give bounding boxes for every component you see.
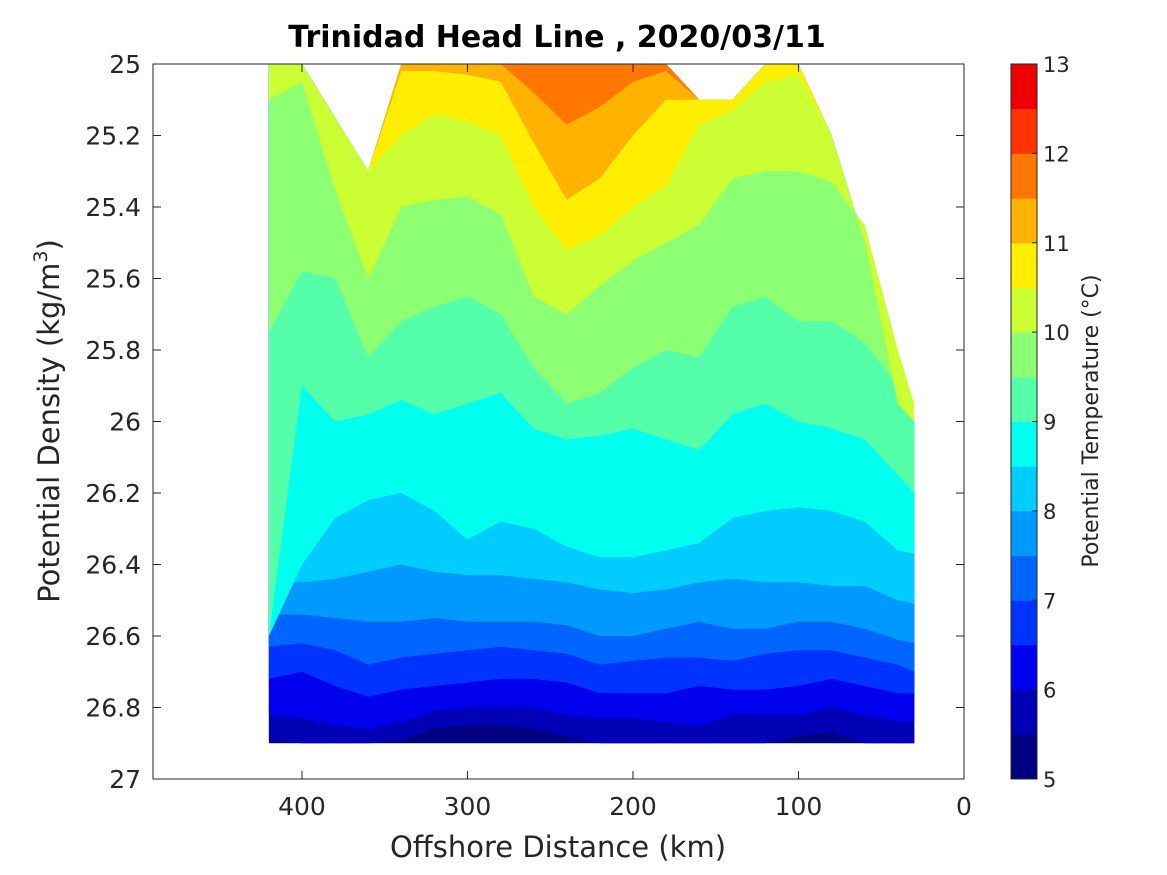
colorbar-tick-label: 7 <box>1043 589 1056 613</box>
colorbar-swatch <box>1011 108 1037 154</box>
y-tick-label: 26.2 <box>85 479 141 508</box>
y-axis-title: Potential Density (kg/m3) <box>30 239 66 603</box>
colorbar-tick-label: 12 <box>1043 142 1070 166</box>
y-axis-title-close: ) <box>32 239 66 250</box>
y-tick-label: 27 <box>109 765 141 794</box>
y-tick-label: 25 <box>109 50 141 79</box>
colorbar: 5 6 7 8 9 10 11 12 13 <box>1010 53 1070 792</box>
x-axis: 400 300 200 100 0 <box>278 64 972 821</box>
contour-band-above-10 <box>268 64 915 422</box>
colorbar-swatch <box>1011 600 1037 646</box>
chart-title: Trinidad Head Line , 2020/03/11 <box>288 20 825 55</box>
y-axis-title-superscript: 3 <box>30 250 52 262</box>
colorbar-swatch <box>1011 510 1037 557</box>
colorbar-tick-label: 13 <box>1043 53 1070 77</box>
x-tick-label: 100 <box>775 792 823 821</box>
colorbar-tick-label: 11 <box>1043 232 1070 256</box>
colorbar-tick-label: 8 <box>1043 500 1056 524</box>
y-tick-label: 26.8 <box>85 694 141 723</box>
colorbar-tick-label: 6 <box>1043 679 1056 703</box>
x-axis-title: Offshore Distance (km) <box>390 830 726 864</box>
colorbar-swatch <box>1011 555 1037 601</box>
x-tick-label: 400 <box>278 792 326 821</box>
colorbar-tick-label: 5 <box>1043 768 1056 792</box>
colorbar-swatch <box>1011 64 1037 110</box>
y-tick-label: 25.2 <box>85 122 141 151</box>
colorbar-tick-label: 9 <box>1043 411 1056 435</box>
colorbar-swatch <box>1011 242 1037 288</box>
contour-band-above-11 <box>268 64 915 422</box>
y-tick-label: 25.6 <box>85 265 141 294</box>
x-tick-label: 200 <box>609 792 657 821</box>
colorbar-swatch <box>1011 734 1037 780</box>
colorbar-swatch <box>1011 287 1037 333</box>
colorbar-swatch <box>1011 376 1037 422</box>
y-axis-title-main: Potential Density (kg/m <box>32 263 66 603</box>
colorbar-swatch <box>1011 466 1037 512</box>
colorbar-swatch <box>1011 644 1037 691</box>
contour-fills <box>268 64 915 744</box>
x-tick-label: 300 <box>444 792 492 821</box>
y-tick-label: 25.4 <box>85 193 141 222</box>
colorbar-swatch <box>1011 421 1037 467</box>
colorbar-swatch <box>1011 153 1037 199</box>
y-tick-label: 25.8 <box>85 336 141 365</box>
colorbar-title: Potential Temperature (°C) <box>1079 274 1104 567</box>
colorbar-swatch <box>1011 332 1037 378</box>
colorbar-swatch <box>1011 198 1037 244</box>
y-tick-label: 26.4 <box>85 551 141 580</box>
y-axis: 25 25.2 25.4 25.6 25.8 26 26.2 26.4 26.6 26.8 27 <box>85 50 964 794</box>
colorbar-tick-label: 10 <box>1043 321 1070 345</box>
y-tick-label: 26 <box>109 408 141 437</box>
x-tick-label: 0 <box>956 792 972 821</box>
colorbar-swatch <box>1011 689 1037 735</box>
y-tick-label: 26.6 <box>85 622 141 651</box>
